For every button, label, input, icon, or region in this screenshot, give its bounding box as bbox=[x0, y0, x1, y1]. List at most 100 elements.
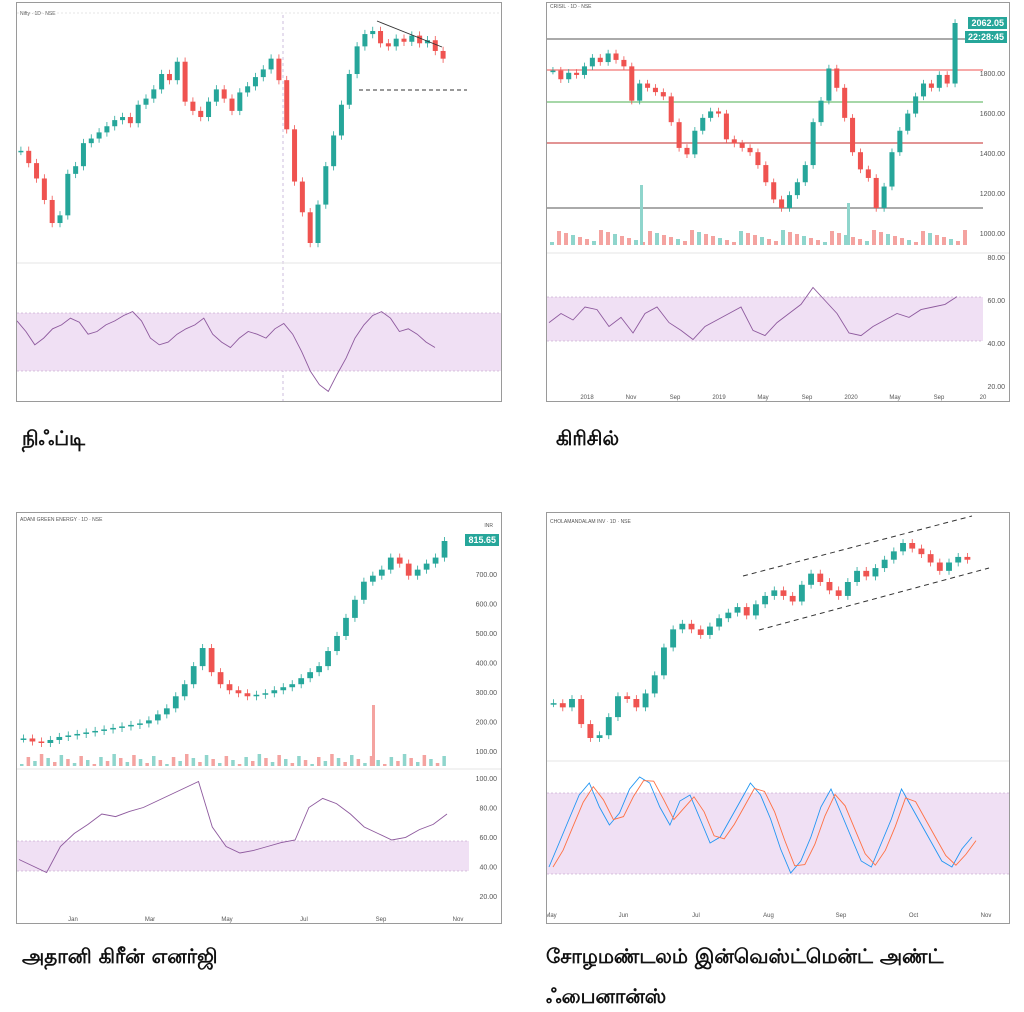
crisil-volume-bar bbox=[893, 236, 897, 245]
adani-candle bbox=[352, 599, 358, 618]
chola-header: CHOLAMANDALAM INV · 1D · NSE bbox=[550, 519, 631, 525]
nifty-candle bbox=[268, 58, 274, 70]
adani-candle bbox=[128, 724, 134, 727]
adani-candle bbox=[441, 541, 448, 558]
chola-candle bbox=[890, 551, 897, 560]
chola-candle bbox=[752, 604, 759, 616]
chola-candle bbox=[872, 568, 879, 577]
chola-channel-top bbox=[742, 515, 973, 577]
nifty-candle bbox=[65, 173, 71, 216]
adani-rsi-tick: 40.00 bbox=[479, 865, 497, 872]
adani-volume-bar bbox=[435, 763, 440, 766]
chola-candle bbox=[569, 699, 575, 708]
chola-candle bbox=[826, 582, 833, 591]
chola-x-tick: Aug bbox=[763, 913, 774, 919]
nifty-candle bbox=[237, 92, 243, 111]
adani-volume-bar bbox=[244, 757, 248, 766]
adani-candle bbox=[369, 575, 376, 582]
adani-volume-bar bbox=[284, 759, 288, 766]
crisil-caption: கிரிசில் bbox=[556, 426, 620, 450]
adani-candle bbox=[137, 723, 143, 725]
adani-y-tick: 200.00 bbox=[476, 720, 498, 727]
nifty-rsi-line bbox=[17, 311, 436, 393]
adani-candle bbox=[343, 617, 349, 636]
crisil-candle bbox=[850, 117, 856, 153]
crisil-volume-bar bbox=[788, 232, 792, 245]
crisil-x-tick: 2019 bbox=[712, 395, 726, 401]
chola-candle bbox=[651, 675, 658, 694]
crisil-rsi-tick: 40.00 bbox=[987, 341, 1005, 348]
chola-candle bbox=[670, 629, 677, 648]
adani-candle bbox=[110, 727, 116, 730]
crisil-y-tick: 1800.00 bbox=[980, 71, 1005, 78]
nifty-candle bbox=[73, 166, 79, 174]
crisil-candle bbox=[558, 70, 564, 80]
chola-candle bbox=[762, 595, 769, 605]
adani-x-tick: May bbox=[221, 917, 232, 923]
adani-volume-bar bbox=[343, 762, 347, 766]
adani-volume-bar bbox=[429, 759, 433, 766]
adani-candle bbox=[92, 730, 99, 733]
adani-candle bbox=[325, 651, 331, 667]
chola-candle bbox=[725, 612, 732, 619]
crisil-volume-bar bbox=[844, 235, 848, 245]
chola-candle bbox=[679, 623, 686, 630]
crisil-x-tick: Sep bbox=[934, 395, 945, 401]
chola-candle bbox=[817, 573, 824, 582]
crisil-volume-bar bbox=[847, 203, 850, 245]
adani-volume-bar bbox=[317, 757, 321, 766]
adani-volume-bar bbox=[26, 757, 31, 766]
crisil-candle bbox=[708, 111, 714, 118]
chola-candle bbox=[780, 590, 787, 596]
crisil-x-tick: May bbox=[757, 395, 768, 401]
nifty-candle bbox=[424, 40, 430, 44]
crisil-volume-bar bbox=[935, 235, 939, 245]
adani-volume-bar bbox=[79, 756, 83, 766]
crisil-x-tick: Sep bbox=[802, 395, 813, 401]
adani-volume-bar bbox=[376, 760, 380, 766]
adani-volume-bar bbox=[86, 760, 90, 766]
adani-candle bbox=[289, 684, 296, 688]
crisil-volume-bar bbox=[760, 237, 764, 245]
chola-candle bbox=[642, 693, 649, 708]
adani-volume-bar bbox=[218, 763, 222, 766]
crisil-volume-bar bbox=[592, 241, 596, 245]
adani-volume-bar bbox=[409, 758, 413, 766]
adani-rsi-tick: 100.00 bbox=[476, 776, 498, 783]
crisil-volume-bar bbox=[767, 239, 771, 245]
crisil-y-tick: 1400.00 bbox=[980, 151, 1005, 158]
adani-volume-bar bbox=[125, 762, 130, 766]
adani-rsi-tick: 60.00 bbox=[479, 835, 497, 842]
nifty-caption: நிஃப்டி bbox=[22, 426, 86, 450]
chola-candle bbox=[946, 562, 952, 571]
nifty-candle bbox=[385, 43, 391, 47]
nifty-candle bbox=[57, 215, 63, 224]
crisil-candle bbox=[826, 68, 832, 101]
adani-candle bbox=[119, 726, 125, 728]
crisil-candle bbox=[928, 83, 934, 88]
adani-candle bbox=[432, 557, 439, 564]
crisil-volume-bar bbox=[620, 236, 624, 245]
adani-volume-bar bbox=[171, 757, 176, 766]
chola-candle bbox=[835, 590, 842, 596]
crisil-candle bbox=[668, 96, 674, 123]
crisil-candle bbox=[842, 87, 848, 118]
adani-candle bbox=[262, 693, 269, 695]
crisil-candle bbox=[652, 87, 658, 93]
chola-stoch-d bbox=[552, 780, 977, 868]
nifty-candle bbox=[166, 74, 172, 81]
nifty-candle bbox=[393, 38, 399, 47]
crisil-volume-bar bbox=[858, 239, 862, 245]
crisil-volume-bar bbox=[655, 233, 659, 245]
crisil-volume-bar bbox=[802, 236, 806, 245]
adani-y-tick: 100.00 bbox=[476, 749, 498, 756]
adani-volume-bar bbox=[204, 755, 209, 766]
crisil-x-tick: 20 bbox=[980, 395, 987, 401]
nifty-header: Nifty · 1D · NSE bbox=[20, 11, 56, 17]
adani-volume-bar bbox=[152, 756, 156, 766]
crisil-volume-bar bbox=[851, 237, 855, 245]
chola-candle bbox=[605, 717, 612, 736]
crisil-candle bbox=[692, 130, 698, 155]
adani-candle bbox=[378, 569, 385, 576]
crisil-chart: CRISIL · 1D · NSE 1800.00 1600.00 1400.00 1… bbox=[546, 2, 1010, 402]
